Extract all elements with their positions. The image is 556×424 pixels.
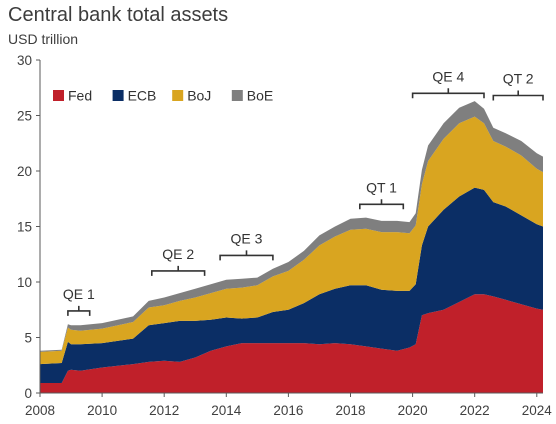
stacked-areas	[40, 101, 543, 393]
x-tick-label: 2010	[87, 403, 117, 418]
annotation-label: QT 2	[503, 71, 534, 87]
legend-label-fed: Fed	[68, 88, 92, 104]
annotation-bracket	[219, 250, 274, 261]
x-tick-label: 2020	[398, 403, 428, 418]
area-boe	[40, 101, 543, 352]
annotation-bracket	[492, 90, 544, 101]
legend-swatch-ecb	[112, 90, 124, 101]
annotation-bracket	[359, 199, 405, 210]
axes: 0 5 10 15 20 25 30 2008 2010 2012 2014 2016 2018 2020…	[17, 53, 552, 418]
annotations: QE 1 QE 2 QE 3 QT 1 QE 4 QT 2	[63, 68, 544, 316]
legend-label-boj: BoJ	[187, 88, 211, 104]
annotation-label: QE 3	[231, 230, 263, 246]
x-tick-label: 2012	[149, 403, 179, 418]
annotation-bracket	[67, 305, 91, 316]
legend-swatch-fed	[53, 90, 64, 101]
x-tick-label: 2024	[522, 403, 553, 418]
annotation-label: QE 4	[432, 68, 464, 84]
y-axis-unit: USD trillion	[8, 31, 79, 47]
x-tick-label: 2018	[335, 403, 365, 418]
annotation-label: QE 1	[63, 286, 95, 302]
annotation-label: QE 2	[162, 246, 194, 262]
legend-label-boe: BoE	[247, 88, 273, 104]
chart-title: Central bank total assets	[8, 4, 229, 26]
annotation-label: QT 1	[366, 179, 397, 195]
x-tick-label: 2022	[460, 403, 490, 418]
y-tick-label: 15	[17, 220, 32, 235]
legend-label-ecb: ECB	[128, 88, 157, 104]
x-tick-label: 2016	[273, 403, 303, 418]
x-tick-label: 2014	[211, 403, 242, 418]
y-tick-label: 10	[17, 275, 32, 290]
x-tick-label: 2008	[25, 403, 55, 418]
area-ecb	[40, 187, 543, 383]
y-tick-label: 0	[24, 386, 32, 401]
y-tick-label: 5	[24, 331, 32, 346]
y-tick-label: 30	[17, 53, 32, 68]
annotation-bracket	[151, 265, 206, 276]
legend-swatch-boe	[231, 90, 243, 101]
y-tick-label: 20	[17, 164, 32, 179]
annotation-bracket	[411, 88, 485, 99]
area-fed	[40, 294, 543, 393]
area-boj	[40, 116, 543, 365]
legend-swatch-boj	[172, 90, 184, 101]
legend: Fed ECB BoJ BoE	[53, 88, 273, 104]
y-tick-label: 25	[17, 109, 32, 124]
